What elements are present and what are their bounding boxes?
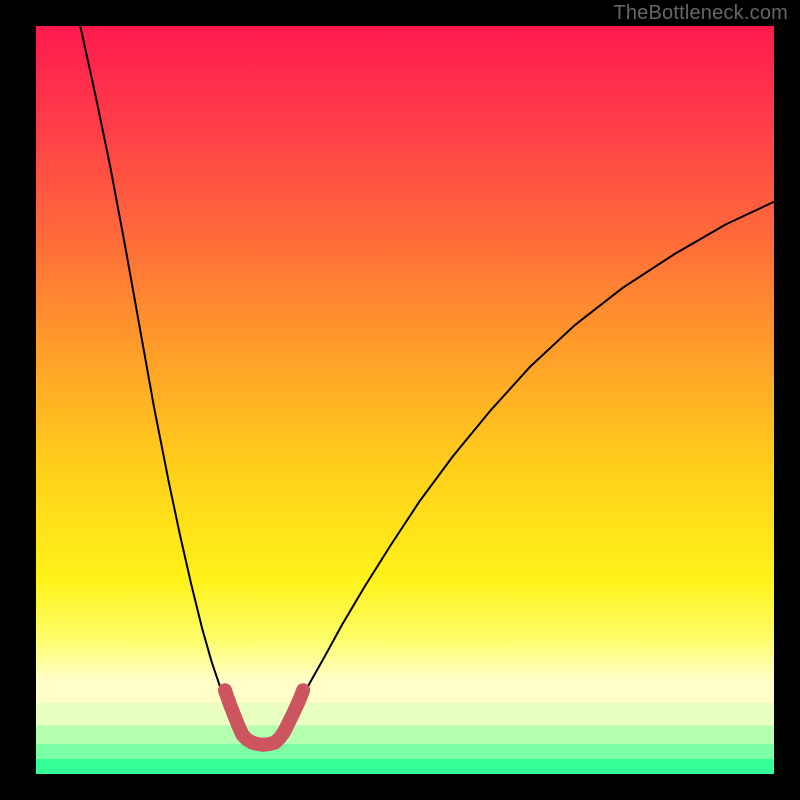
chart-root: TheBottleneck.com: [0, 0, 800, 800]
watermark-text: TheBottleneck.com: [613, 2, 788, 25]
chart-svg: [0, 0, 800, 800]
